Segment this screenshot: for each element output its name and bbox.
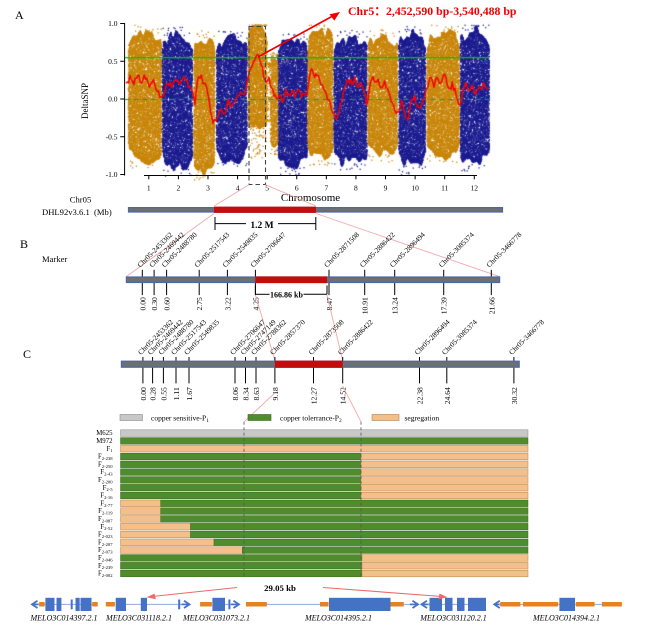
svg-text:Chromosome: Chromosome — [281, 192, 340, 204]
svg-text:M625: M625 — [96, 430, 113, 437]
svg-text:0.60: 0.60 — [163, 297, 172, 310]
svg-text:segregation: segregation — [405, 414, 440, 423]
svg-text:8.63: 8.63 — [252, 387, 261, 400]
svg-text:F2-087: F2-087 — [98, 516, 113, 523]
svg-text:3.22: 3.22 — [223, 297, 232, 310]
svg-text:MELO3C014394.2.1: MELO3C014394.2.1 — [532, 614, 600, 623]
svg-text:F2-119: F2-119 — [98, 508, 113, 515]
svg-text:2.75: 2.75 — [195, 297, 204, 310]
svg-text:21.66: 21.66 — [487, 297, 496, 314]
svg-text:9: 9 — [384, 184, 388, 193]
svg-text:1.11: 1.11 — [172, 387, 181, 400]
svg-text:0.00: 0.00 — [138, 297, 147, 310]
svg-text:0.00: 0.00 — [139, 387, 148, 400]
svg-text:0.5: 0.5 — [108, 57, 118, 66]
svg-text:Marker: Marker — [42, 254, 67, 264]
svg-text:Chr05: Chr05 — [70, 195, 91, 205]
svg-text:10.91: 10.91 — [361, 297, 370, 314]
svg-text:DeltaSNP: DeltaSNP — [80, 83, 90, 119]
svg-text:166.86 kb: 166.86 kb — [270, 290, 303, 299]
svg-text:1: 1 — [147, 184, 151, 193]
svg-text:24.64: 24.64 — [443, 387, 452, 404]
svg-text:A: A — [15, 8, 24, 22]
svg-text:8: 8 — [354, 184, 358, 193]
svg-text:F2-002: F2-002 — [98, 571, 113, 578]
svg-text:DHL92v3.6.1 (Mb): DHL92v3.6.1 (Mb) — [42, 207, 112, 217]
svg-text:3: 3 — [206, 184, 210, 193]
svg-text:10: 10 — [411, 184, 419, 193]
svg-text:copper sensitive-P1: copper sensitive-P1 — [151, 414, 209, 425]
svg-text:1.67: 1.67 — [185, 387, 194, 400]
svg-text:F2-046: F2-046 — [98, 555, 113, 562]
svg-text:12.27: 12.27 — [310, 387, 319, 404]
svg-text:0.30: 0.30 — [150, 297, 159, 310]
svg-text:copper tolerrance-P2: copper tolerrance-P2 — [280, 414, 342, 425]
svg-text:14.52: 14.52 — [339, 387, 348, 404]
svg-text:MELO3C031073.2.1: MELO3C031073.2.1 — [182, 614, 250, 623]
svg-text:MELO3C014397.2.1: MELO3C014397.2.1 — [29, 614, 97, 623]
svg-text:F2-43: F2-43 — [100, 469, 113, 476]
svg-text:F2-77: F2-77 — [100, 500, 113, 507]
svg-text:F2-52: F2-52 — [100, 524, 113, 531]
svg-text:M972: M972 — [96, 438, 113, 445]
svg-text:29.05 kb: 29.05 kb — [264, 583, 296, 593]
svg-text:5: 5 — [265, 184, 269, 193]
svg-text:8.34: 8.34 — [242, 387, 251, 400]
svg-text:12: 12 — [471, 184, 479, 193]
svg-text:MELO3C031120.2.1: MELO3C031120.2.1 — [419, 614, 487, 623]
svg-text:4.25: 4.25 — [251, 297, 260, 310]
svg-text:4: 4 — [236, 184, 240, 193]
svg-text:Chr05-3085374: Chr05-3085374 — [437, 230, 476, 269]
svg-text:MELO3C014395.2.1: MELO3C014395.2.1 — [304, 614, 372, 623]
svg-text:F2-16: F2-16 — [100, 493, 113, 500]
svg-text:11: 11 — [441, 184, 448, 193]
svg-text:Chr05-3466778: Chr05-3466778 — [507, 317, 546, 356]
svg-text:F2-200: F2-200 — [98, 477, 113, 484]
svg-text:1.0: 1.0 — [108, 19, 118, 28]
svg-text:-1.0: -1.0 — [106, 170, 118, 179]
svg-text:C: C — [23, 347, 31, 361]
svg-text:F2-5: F2-5 — [103, 485, 114, 492]
svg-text:F2-207: F2-207 — [98, 539, 113, 546]
svg-text:Chr5：2,452,590 bp-3,540,488 bp: Chr5：2,452,590 bp-3,540,488 bp — [348, 4, 517, 18]
svg-text:MELO3C031118.2.1: MELO3C031118.2.1 — [105, 614, 172, 623]
svg-text:9.18: 9.18 — [271, 387, 280, 400]
svg-text:30.32: 30.32 — [510, 387, 519, 404]
svg-text:13.24: 13.24 — [391, 297, 400, 314]
svg-text:0.55: 0.55 — [159, 387, 168, 400]
svg-text:F1: F1 — [106, 446, 113, 453]
svg-text:F2-238: F2-238 — [98, 454, 113, 461]
svg-text:7: 7 — [324, 184, 328, 193]
svg-text:0.28: 0.28 — [149, 387, 158, 400]
svg-text:F2-023: F2-023 — [98, 532, 113, 539]
svg-text:-0.5: -0.5 — [106, 132, 118, 141]
svg-text:8.06: 8.06 — [231, 387, 240, 400]
svg-text:2: 2 — [177, 184, 181, 193]
svg-text:0.0: 0.0 — [108, 95, 118, 104]
svg-text:F2-250: F2-250 — [98, 461, 113, 468]
svg-text:6: 6 — [295, 184, 299, 193]
svg-text:F2-239: F2-239 — [98, 563, 113, 570]
svg-text:1.2 M: 1.2 M — [250, 221, 273, 231]
svg-text:22.38: 22.38 — [416, 387, 425, 404]
svg-text:B: B — [20, 237, 28, 251]
svg-text:17.39: 17.39 — [440, 297, 449, 314]
svg-text:F2-073: F2-073 — [98, 547, 113, 554]
svg-text:Chr05-3466778: Chr05-3466778 — [484, 230, 523, 269]
svg-text:Chr05-2871508: Chr05-2871508 — [322, 230, 361, 269]
